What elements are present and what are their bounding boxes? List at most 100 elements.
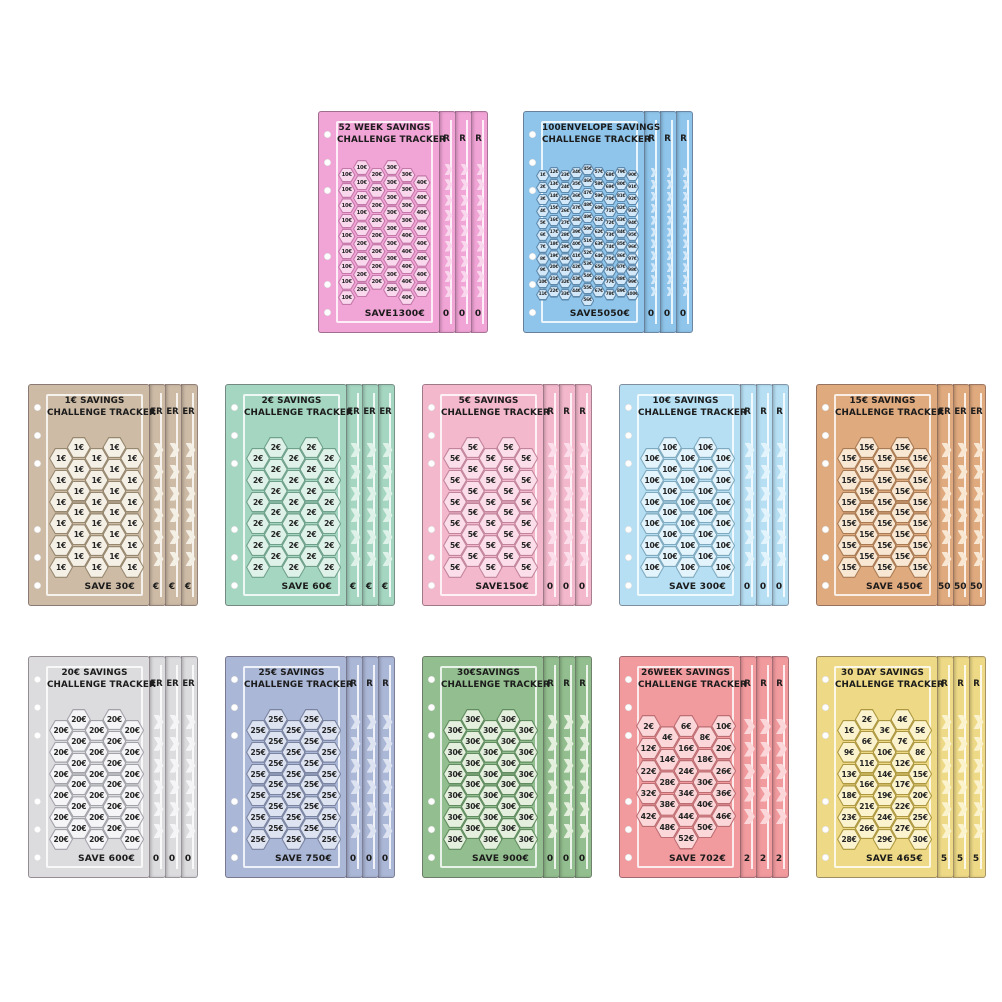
hexagon-cell: 30€ [383,221,401,237]
hexagon-edge-fragment [666,287,673,296]
hexagon-value: 8€ [537,254,549,264]
hexagon-edge-fragment [760,486,771,501]
hexagon-cell: 91€ [625,181,640,194]
hexagon-edge-fragment [476,179,485,191]
hexagon-cell: 25€ [299,774,324,796]
hexagon-cell: 20€ [102,752,127,774]
hexagon-cell: 21€ [854,796,879,818]
punch-hole [822,403,829,411]
hexagon-edge-fragment [744,552,755,566]
back-page-save-fragment: 0 [349,854,357,864]
hexagon-cell: 20€ [49,785,73,807]
hexagon-cell: 30€ [398,167,416,183]
hexagon-cell: 15€ [890,502,915,524]
hexagon-cell: 14€ [654,748,680,771]
punch-hole [231,431,238,439]
hexagon-cell: 15€ [837,535,861,557]
hexagon-cell: 16€ [673,737,699,760]
hexagon-grid: 20€ 20€ 20€ 20€ 20€ 20€ 20€ 20€ 20€ 20€ 20€ 20€ 20€ 2… [29,657,149,877]
hexagon-cell: 2€ [317,469,342,491]
hexagon-value: 25€ [247,764,269,784]
hexagon-cell: 25€ [263,796,288,818]
hexagon-value: 15€ [891,547,914,566]
hexagon-cell: 30€ [478,741,503,763]
hexagon-cell: 19€ [872,785,897,807]
hexagon-value: 98€ [626,266,638,276]
hexagon-value: 7€ [537,242,549,252]
hexagon-cell: 64€ [592,250,606,262]
punch-hole [324,158,331,166]
hexagon-value: 5€ [444,514,466,534]
hexagon-value: 30€ [479,808,502,827]
hexagon-value: 1€ [67,503,90,523]
back-page-frame-line [466,120,468,324]
back-page-title-fragment: R [382,679,389,689]
hexagon-value: 46€ [712,806,735,826]
page-frame [637,394,734,596]
hexagon-edge-fragment [366,758,377,773]
hexagon-cell: 10€ [693,502,718,524]
hexagon-value: 20€ [354,268,370,281]
hexagon-cell: 12€ [890,752,915,774]
hexagon-cell: 2€ [246,447,270,469]
hexagon-edge-fragment [682,179,689,189]
hexagon-edge-fragment [760,764,771,779]
hexagon-cell: 1€ [49,535,73,557]
hexagon-edge-fragment [476,194,485,206]
hexagon-cell: 15€ [854,546,879,567]
hexagon-value: 5€ [444,492,466,512]
hexagon-edge-fragment [650,179,657,189]
hexagon-edge-fragment [366,443,377,457]
hexagon-cell: 30€ [478,828,503,850]
hexagon-value: 28€ [559,230,571,240]
hexagon-value: 20€ [369,214,385,228]
hexagon-edge-fragment [185,824,196,838]
hexagon-value: 30€ [461,731,484,751]
hexagon-value: 1€ [50,558,72,577]
tracker-stack-100-envelope: R 0 R 0 R 0 100ENVELOPE SAVINGS CHALLENGE TRACK… [523,111,693,333]
hexagon-value: 30€ [515,830,537,849]
back-page-title-fragment: ER [954,407,967,417]
punch-hole [822,797,829,805]
hexagon-value: 2€ [247,514,269,534]
back-page-save-fragment: 0 [442,309,450,319]
hexagon-cell: 4€ [654,726,680,749]
hexagon-value: 50€ [693,817,717,838]
hexagon-cell: 2€ [281,447,306,469]
hexagon-value: 1€ [67,459,90,479]
hexagon-value: 30€ [515,808,537,827]
hexagon-value: 10€ [694,459,717,479]
hexagon-cell: 48€ [580,199,595,212]
hexagon-value: 25€ [300,710,323,729]
hexagon-cell: 20€ [49,741,73,763]
hexagon-value: 1€ [67,525,90,544]
hexagon-cell: 1€ [49,491,73,513]
hexagon-cell: 30€ [398,182,416,198]
hexagon-cell: 25€ [281,741,306,763]
hexagon-value: 20€ [354,283,370,297]
hexagon-cell: 40€ [398,274,416,290]
hexagon-cell: 10€ [675,447,700,469]
back-page-frame-line [482,120,484,324]
hexagon-value: 30€ [461,753,484,773]
hexagon-cell: 35€ [569,178,584,191]
hexagon-cell: 30€ [514,741,539,763]
hexagon-edge-fragment [563,758,574,773]
hexagon-edge-fragment [382,464,393,479]
hexagon-value: 86€ [615,251,627,261]
hexagon-cell: 1€ [84,447,109,469]
hexagon-value: 21€ [548,275,560,285]
hexagon-cell: 25€ [299,752,324,774]
page-frame [46,394,143,596]
hexagon-edge-fragment [760,443,771,457]
hexagon-value: 10€ [339,245,355,258]
card-title-line1: 20€ SAVINGS [61,668,128,678]
back-page-save-fragment: 2 [743,854,751,864]
hexagon-value: 40€ [399,260,415,274]
hexagon-value: 30€ [693,772,717,793]
hexagon-cell: 40€ [569,238,584,250]
hexagon-value: 2€ [855,710,878,729]
hexagon-cell: 7€ [890,730,915,752]
